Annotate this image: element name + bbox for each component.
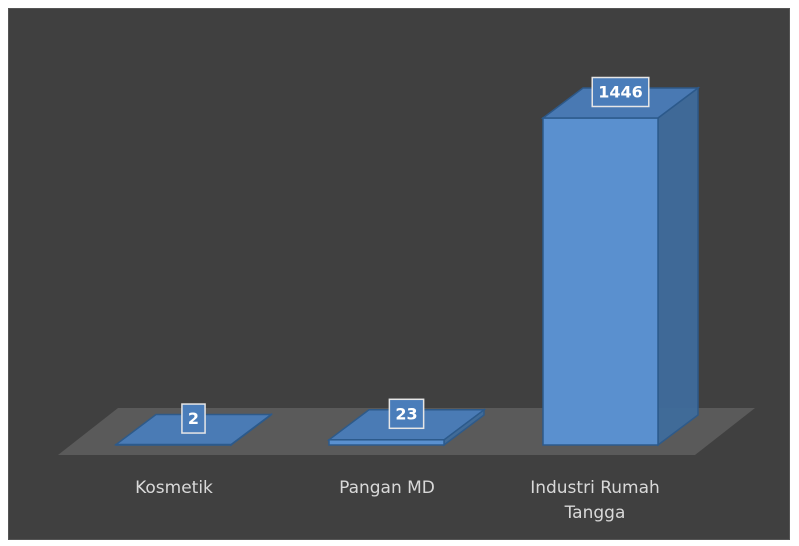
bar	[328, 439, 445, 446]
x-tick-label: Kosmetik	[135, 478, 213, 498]
bar-side	[657, 86, 699, 447]
x-tick-label: Industri Rumah Tangga	[530, 478, 660, 523]
value-label-box	[591, 76, 650, 108]
value-label: 1446	[598, 83, 643, 102]
x-tick-label: Pangan MD	[339, 478, 435, 498]
bar	[542, 117, 659, 446]
value-label: 2	[188, 409, 199, 428]
value-label: 23	[395, 404, 417, 423]
value-label-box	[388, 398, 425, 430]
value-label-box	[181, 403, 206, 434]
